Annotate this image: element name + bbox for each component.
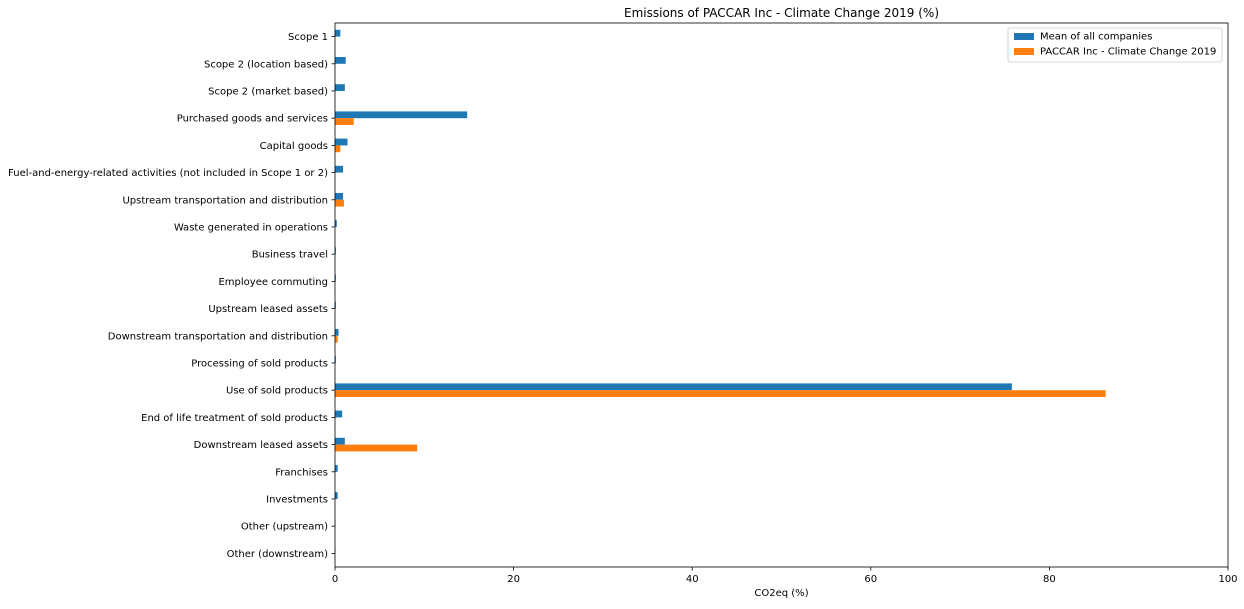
- bar-mean-5: [335, 166, 343, 173]
- y-tick-label-1: Scope 2 (location based): [204, 59, 328, 70]
- y-tick-label-11: Downstream transportation and distributi…: [108, 331, 328, 342]
- y-tick-label-19: Other (downstream): [227, 549, 329, 560]
- x-tick-label-3: 60: [864, 574, 877, 585]
- bar-mean-14: [335, 411, 342, 418]
- y-tick-label-5: Fuel-and-energy-related activities (not …: [8, 168, 328, 179]
- bar-company-15: [335, 445, 417, 452]
- legend: Mean of all companies PACCAR Inc - Climat…: [1008, 28, 1222, 62]
- bar-mean-11: [335, 329, 339, 336]
- axes-layer: [335, 23, 1228, 567]
- bar-mean-15: [335, 438, 345, 445]
- chart-title: Emissions of PACCAR Inc - Climate Change…: [624, 6, 939, 20]
- bar-company-4: [335, 145, 340, 152]
- bar-mean-13: [335, 383, 1012, 390]
- bar-mean-17: [335, 492, 338, 499]
- y-tick-label-4: Capital goods: [260, 141, 328, 152]
- bar-mean-4: [335, 139, 348, 146]
- y-tick-label-9: Employee commuting: [218, 277, 328, 288]
- x-axis-label: CO2eq (%): [754, 588, 808, 599]
- x-tick-label-2: 40: [686, 574, 699, 585]
- legend-swatch-1: [1014, 48, 1034, 55]
- bar-mean-0: [335, 30, 340, 37]
- bar-mean-1: [335, 57, 346, 64]
- bar-mean-2: [335, 84, 345, 91]
- y-tick-label-8: Business travel: [252, 250, 328, 261]
- bar-mean-16: [335, 465, 338, 472]
- y-tick-label-14: End of life treatment of sold products: [141, 413, 328, 424]
- bar-mean-3: [335, 111, 467, 118]
- bar-company-6: [335, 200, 344, 207]
- y-tick-label-2: Scope 2 (market based): [208, 87, 328, 98]
- y-tick-label-12: Processing of sold products: [191, 359, 328, 370]
- y-tick-label-18: Other (upstream): [241, 522, 328, 533]
- bar-company-11: [335, 336, 338, 343]
- y-tick-label-0: Scope 1: [288, 32, 328, 43]
- y-tick-label-10: Upstream leased assets: [208, 304, 328, 315]
- x-tick-label-0: 0: [332, 574, 338, 585]
- bars-layer: [335, 30, 1106, 554]
- legend-label-1: PACCAR Inc - Climate Change 2019: [1040, 47, 1216, 58]
- ticks-layer: Scope 1 Scope 2 (location based) Scope 2 (…: [8, 32, 1238, 585]
- bar-company-13: [335, 390, 1106, 397]
- y-tick-label-7: Waste generated in operations: [174, 223, 328, 234]
- plot-frame: [335, 23, 1228, 567]
- x-tick-label-5: 100: [1218, 574, 1237, 585]
- y-tick-label-15: Downstream leased assets: [194, 440, 328, 451]
- legend-swatch-0: [1014, 33, 1034, 40]
- bar-company-3: [335, 118, 354, 125]
- y-tick-label-6: Upstream transportation and distribution: [122, 195, 328, 206]
- x-tick-label-1: 20: [507, 574, 520, 585]
- y-tick-label-16: Franchises: [275, 467, 328, 478]
- legend-label-0: Mean of all companies: [1040, 32, 1152, 43]
- y-tick-label-17: Investments: [266, 495, 328, 506]
- y-tick-label-3: Purchased goods and services: [177, 114, 328, 125]
- y-tick-label-13: Use of sold products: [226, 386, 328, 397]
- x-tick-label-4: 80: [1043, 574, 1056, 585]
- bar-mean-6: [335, 193, 343, 200]
